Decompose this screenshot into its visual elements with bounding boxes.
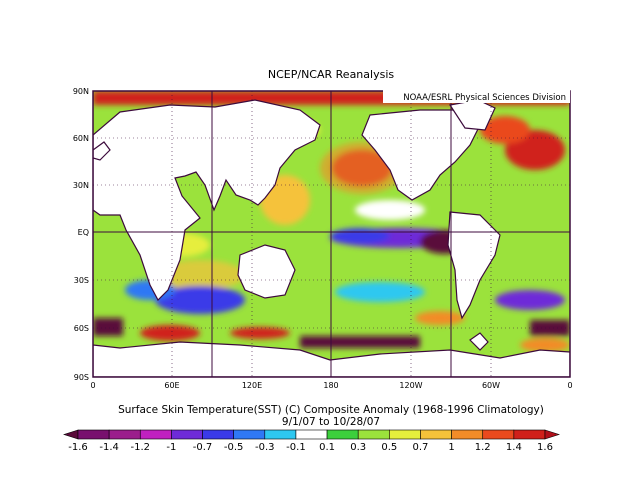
colorbar-label: 1.6 <box>537 442 553 453</box>
colorbar-swatch <box>233 429 266 440</box>
colorbar-swatch <box>171 429 203 440</box>
colorbar-swatch <box>482 429 515 440</box>
sst-field <box>93 91 570 377</box>
lon-label: 0 <box>567 381 572 390</box>
colorbar-label: 1.4 <box>506 442 522 453</box>
colorbar-label: -1.2 <box>131 442 151 453</box>
colorbar-swatch <box>139 429 172 440</box>
colorbar-swatch <box>420 429 452 440</box>
caption-line-2: 9/1/07 to 10/28/07 <box>282 416 380 428</box>
lat-axis: 90N 60N 30N EQ 30S 60S 90S <box>73 87 89 382</box>
colorbar-swatch <box>77 429 110 440</box>
lon-label: 180 <box>323 381 338 390</box>
colorbar-end-low <box>63 429 79 440</box>
colorbar-label: 1.2 <box>475 442 491 453</box>
colorbar-swatch <box>264 429 297 440</box>
colorbar-label: -1.6 <box>68 442 88 453</box>
colorbar-label: 0.5 <box>381 442 397 453</box>
colorbar-label: 0.1 <box>319 442 335 453</box>
graticule <box>93 91 570 377</box>
colorbar-label: -1.4 <box>99 442 119 453</box>
lon-label: 0 <box>90 381 95 390</box>
colorbar-swatch <box>357 429 390 440</box>
credit-text: NOAA/ESRL Physical Sciences Division <box>403 93 566 103</box>
lat-label: 90S <box>74 373 89 382</box>
colorbar-label: 0.7 <box>413 442 429 453</box>
lon-label: 60E <box>164 381 179 390</box>
colorbar-label: -0.5 <box>224 442 244 453</box>
colorbar-swatch <box>108 429 141 440</box>
map-title: NCEP/NCAR Reanalysis <box>268 68 394 81</box>
colorbar-swatch <box>295 429 328 440</box>
colorbar-swatch <box>389 429 421 440</box>
lat-label: 30N <box>73 181 89 190</box>
lon-label: 120E <box>242 381 262 390</box>
colorbar-swatch <box>326 429 359 440</box>
colorbar-label: 0.3 <box>350 442 366 453</box>
lat-label: EQ <box>78 228 89 237</box>
lat-label: 30S <box>74 276 89 285</box>
colorbar-label: -1 <box>166 442 176 453</box>
lon-axis: 0 60E 120E 180 120W 60W 0 <box>90 381 572 390</box>
credit-box <box>383 90 570 103</box>
colorbar-label: 1 <box>448 442 454 453</box>
colorbar-label: -0.1 <box>286 442 306 453</box>
colorbar-swatch <box>451 429 484 440</box>
colorbar-label: -0.7 <box>193 442 213 453</box>
lon-label: 60W <box>482 381 500 390</box>
map-frame <box>92 90 571 378</box>
colorbar: -1.6 -1.4 -1.2 -1 -0.7 -0.5 -0.3 -0.1 0.1 0.3 0.5 0… <box>63 429 560 453</box>
colorbar-swatch <box>513 429 546 440</box>
lat-label: 60S <box>74 324 89 333</box>
caption-line-1: Surface Skin Temperature(SST) (C) Compos… <box>118 404 544 416</box>
colorbar-swatch <box>202 429 234 440</box>
colorbar-end-high <box>544 429 560 440</box>
lon-label: 120W <box>399 381 422 390</box>
lat-label: 60N <box>73 134 89 143</box>
lat-label: 90N <box>73 87 89 96</box>
colorbar-label: -0.3 <box>255 442 275 453</box>
